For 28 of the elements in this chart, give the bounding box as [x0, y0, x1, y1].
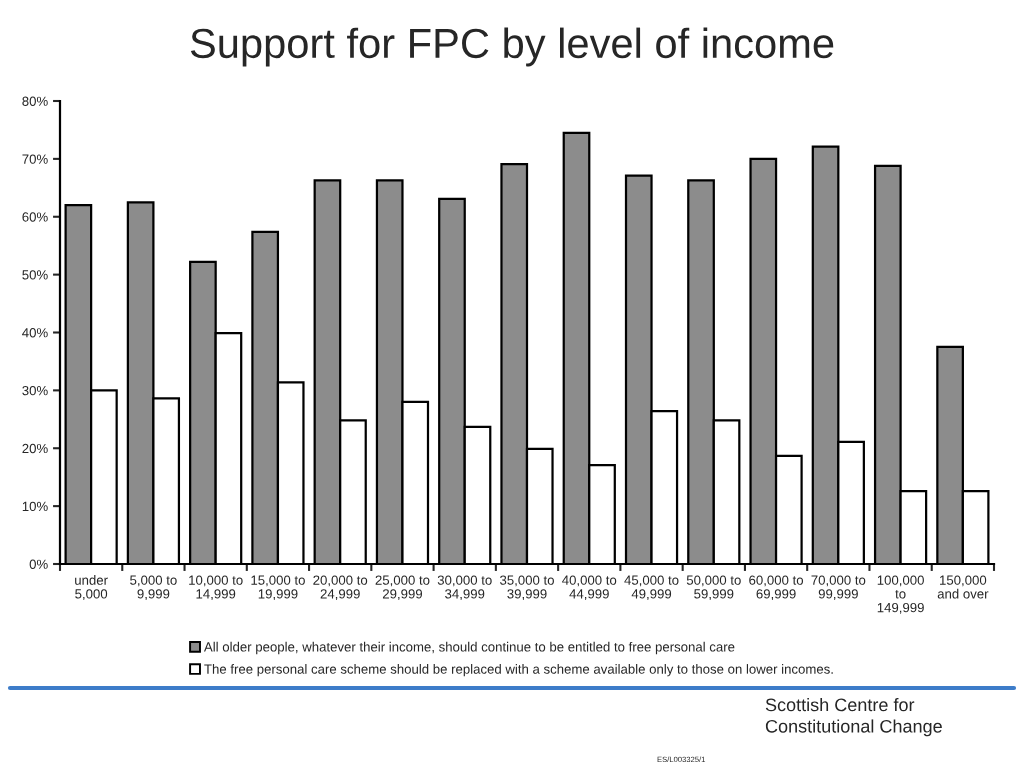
x-tick-label: 50,000 to 59,999 [686, 575, 741, 601]
x-tick-label: 20,000 to 24,999 [313, 575, 368, 601]
x-tick-label: 30,000 to 34,999 [437, 575, 492, 601]
y-tick-label: 0% [29, 559, 48, 569]
y-tick-label: 60% [22, 212, 48, 222]
x-tick-label: 25,000 to 29,999 [375, 575, 430, 601]
y-tick-label: 70% [22, 154, 48, 164]
text: Scottish Centre for Constitutional Change [765, 698, 942, 737]
x-tick-label: 45,000 to 49,999 [624, 575, 679, 601]
y-tick-label: 50% [22, 270, 48, 280]
y-tick-label: 80% [22, 96, 48, 106]
x-tick-label: 35,000 to 39,999 [499, 575, 554, 601]
x-tick-label: under 5,000 [75, 575, 108, 601]
y-tick-label: 40% [22, 328, 48, 338]
y-tick-label: 30% [22, 385, 48, 396]
x-tick-label: 5,000 to 9,999 [130, 575, 177, 601]
x-tick-label: 10,000 to 14,999 [189, 575, 243, 601]
y-tick-label: 10% [22, 501, 48, 512]
x-tick-label: 100,000 to 149,999 [877, 575, 924, 614]
x-tick-label: 150,000 and over [937, 575, 989, 599]
x-tick-label: 40,000 to 44,999 [562, 575, 617, 601]
x-tick-label: 15,000 to 19,999 [251, 575, 305, 601]
x-tick-label: 60,000 to 69,999 [749, 575, 804, 601]
legend-label: The free personal care scheme should be replaced with a scheme available only to those on lower incomes. [204, 664, 833, 677]
legend-label: All older people, whatever their income, should continue to be entitled to free personal care [203, 641, 735, 655]
chart-title: Support for FPC by level of income [190, 27, 834, 67]
x-tick-label: 70,000 to 99,999 [811, 575, 866, 601]
y-tick-label: 20% [22, 443, 48, 454]
